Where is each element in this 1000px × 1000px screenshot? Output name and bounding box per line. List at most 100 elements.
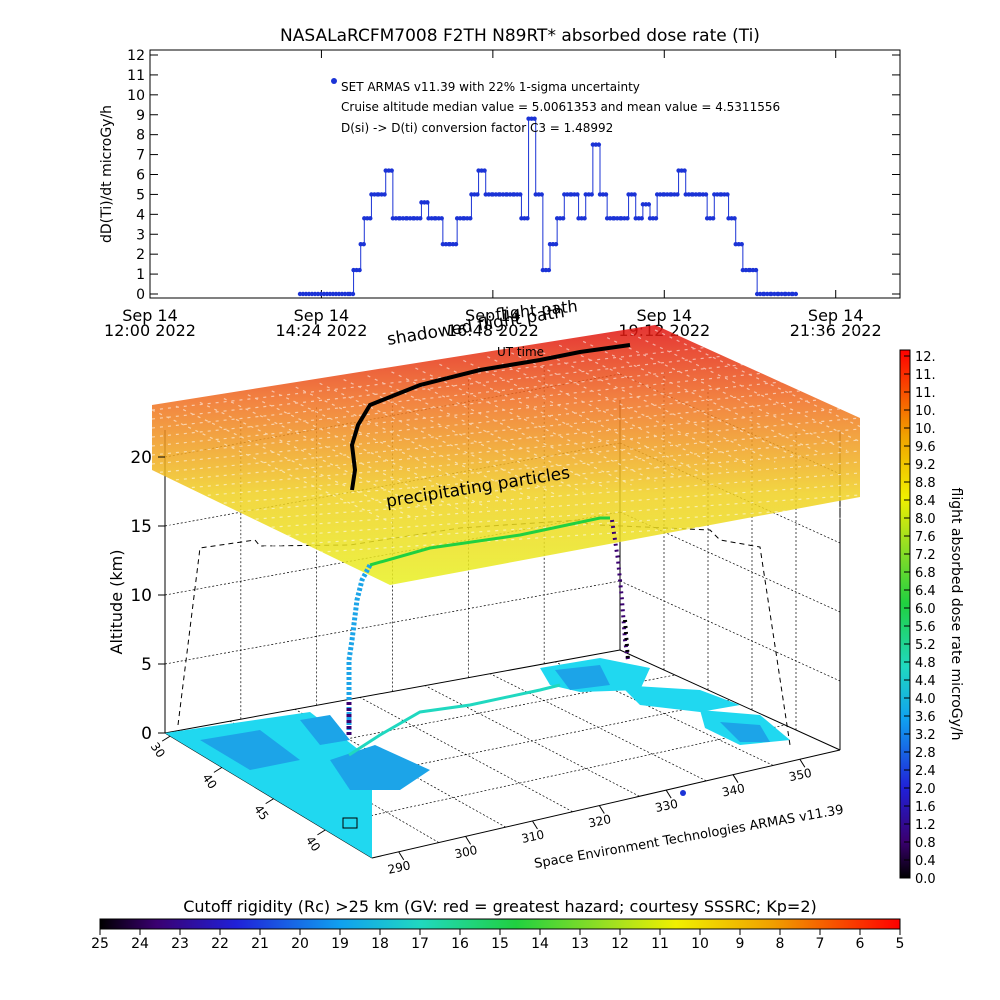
- map-land-east-2: [620, 685, 740, 712]
- precip-hatch-line: [151, 384, 861, 456]
- floor-map: [165, 658, 790, 858]
- precip-hatch: [151, 329, 896, 564]
- wall-grid-line: [619, 580, 841, 682]
- rigidity-colorbar-tick-label: 22: [211, 936, 229, 952]
- rigidity-colorbar-tick-label: 21: [251, 936, 269, 952]
- climb-track: [346, 563, 373, 735]
- annotation-marker: [331, 78, 337, 84]
- cruise-track: [369, 516, 610, 567]
- dose-colorbar-ticks: 12. 11. 11. 10. 10. 9.6 9.2 8.8 8.4 8.0 7.6 7.2 6.8 6…: [904, 350, 936, 887]
- top-y-tick-label: 9: [136, 108, 145, 124]
- chart-title: NASALaRCFM7008 F2TH N89RT* absorbed dose…: [280, 26, 760, 46]
- dose-colorbar-tick-label: 6.4: [915, 584, 936, 599]
- top-y-tick-label: 1: [136, 267, 145, 283]
- rigidity-colorbar-tick-label: 17: [411, 936, 429, 952]
- dose-rate-point: [439, 216, 444, 221]
- dose-rate-point: [382, 192, 387, 197]
- origin-marker: [342, 817, 358, 829]
- rigidity-colorbar-tick-label: 10: [691, 936, 709, 952]
- longitude-axis: 290 300 310 320 330 340 350: [386, 758, 813, 877]
- dose-rate-point: [703, 192, 709, 197]
- dose-colorbar-tick-label: 11.: [915, 386, 936, 401]
- rigidity-colorbar-tick-label: 18: [371, 936, 389, 952]
- dose-colorbar-tick-label: 0.0: [915, 872, 936, 887]
- dose-rate-point: [675, 192, 680, 197]
- lon-tick: [732, 774, 739, 783]
- top-x-tick-label-line2: 21:36 2022: [790, 321, 882, 340]
- dose-colorbar-tick-label: 0.4: [915, 854, 936, 869]
- dose-rate-point: [793, 291, 799, 297]
- lon-tick-label: 290: [386, 858, 411, 876]
- wall-grid-line: [164, 580, 621, 665]
- rigidity-colorbar-tick-label: 23: [171, 936, 189, 952]
- top-y-tick-label: 2: [136, 247, 145, 263]
- precip-hatch-line: [151, 395, 861, 465]
- dose-colorbar-tick-label: 5.6: [915, 620, 936, 635]
- dose-colorbar-tick-label: 12.: [915, 350, 936, 365]
- top-y-axis-label: dD(Ti)/dt microGy/h: [99, 105, 115, 243]
- dose-colorbar-tick-label: 2.0: [915, 782, 936, 797]
- lat-tick: [161, 735, 171, 742]
- dose-colorbar-tick-label: 9.2: [915, 458, 936, 473]
- dose-colorbar-tick-label: 4.0: [915, 692, 936, 707]
- lon-tick: [532, 820, 538, 830]
- precip-hatch-line: [151, 340, 861, 420]
- rigidity-colorbar-tick-label: 24: [131, 936, 149, 952]
- dose-rate-point: [539, 192, 544, 197]
- top-y-tick-label: 12: [127, 48, 145, 64]
- dose-colorbar-tick-label: 8.4: [915, 494, 936, 509]
- dose-colorbar-tick-label: 1.6: [915, 800, 936, 815]
- rigidity-colorbar-tick-label: 14: [531, 936, 549, 952]
- precipitating-particles-layer: [151, 325, 896, 585]
- lat-tick-label: 40: [303, 834, 323, 855]
- descent-track-low: [623, 619, 630, 661]
- dose-rate-point: [625, 216, 630, 221]
- precip-hatch-line: [151, 439, 861, 501]
- dose-rate-point: [725, 192, 730, 197]
- dose-rate-point: [350, 291, 356, 297]
- lon-tick-label: 340: [721, 781, 746, 799]
- rigidity-colorbar: Cutoff rigidity (Rc) >25 km (GV: red = g…: [91, 897, 904, 952]
- dose-colorbar-tick-label: 3.2: [915, 728, 936, 743]
- rigidity-colorbar-tick-label: 7: [816, 936, 825, 952]
- dose-rate-point: [468, 216, 473, 221]
- rigidity-colorbar-tick-label: 13: [571, 936, 589, 952]
- dose-colorbar-tick-label: 8.8: [915, 476, 936, 491]
- dose-rate-point: [603, 192, 609, 197]
- lon-tick-label: 320: [587, 812, 612, 830]
- rigidity-colorbar-tick-label: 25: [91, 936, 109, 952]
- floor-grid-line: [320, 724, 786, 828]
- dose-colorbar-label: flight absorbed dose rate microGy/h: [948, 488, 964, 741]
- dose-rate-point: [546, 267, 552, 273]
- precip-hatch-line: [151, 373, 861, 447]
- dose-colorbar-tick-label: 3.6: [915, 710, 936, 725]
- rigidity-colorbar-tick-label: 19: [331, 936, 349, 952]
- dose-rate-line: [300, 118, 793, 295]
- dose-rate-point: [589, 192, 594, 197]
- rigidity-colorbar-tick-label: 6: [856, 936, 865, 952]
- top-x-tick-label-line2: 14:24 2022: [275, 321, 367, 340]
- rigidity-colorbar-bar: [99, 918, 901, 930]
- lon-tick: [465, 836, 472, 845]
- dose-colorbar-tick-label: 11.: [915, 368, 936, 383]
- dose-colorbar-tick-label: 4.8: [915, 656, 936, 671]
- top-series-line: [297, 116, 799, 297]
- credit-label: Space Environment Technologies ARMAS v11…: [533, 803, 845, 872]
- map-land-shade-4: [555, 665, 610, 690]
- precip-hatch-line: [151, 428, 861, 492]
- precip-hatch-line: [151, 505, 861, 555]
- dose-rate-point: [361, 242, 366, 247]
- map-point: [680, 790, 686, 796]
- dose-colorbar-tick-label: 5.2: [915, 638, 936, 653]
- dose-rate-point: [575, 192, 580, 197]
- rigidity-colorbar-tick-label: 16: [451, 936, 469, 952]
- flight-path-vertical: [346, 343, 631, 757]
- lon-tick-label: 350: [788, 766, 813, 784]
- dose-colorbar-tick-label: 6.0: [915, 602, 936, 617]
- z-axis-label: Altitude (km): [107, 550, 126, 655]
- z-tick-label: 10: [130, 586, 152, 606]
- lat-tick: [213, 766, 223, 773]
- dose-rate-point: [368, 216, 373, 221]
- precip-hatch-line: [151, 406, 861, 474]
